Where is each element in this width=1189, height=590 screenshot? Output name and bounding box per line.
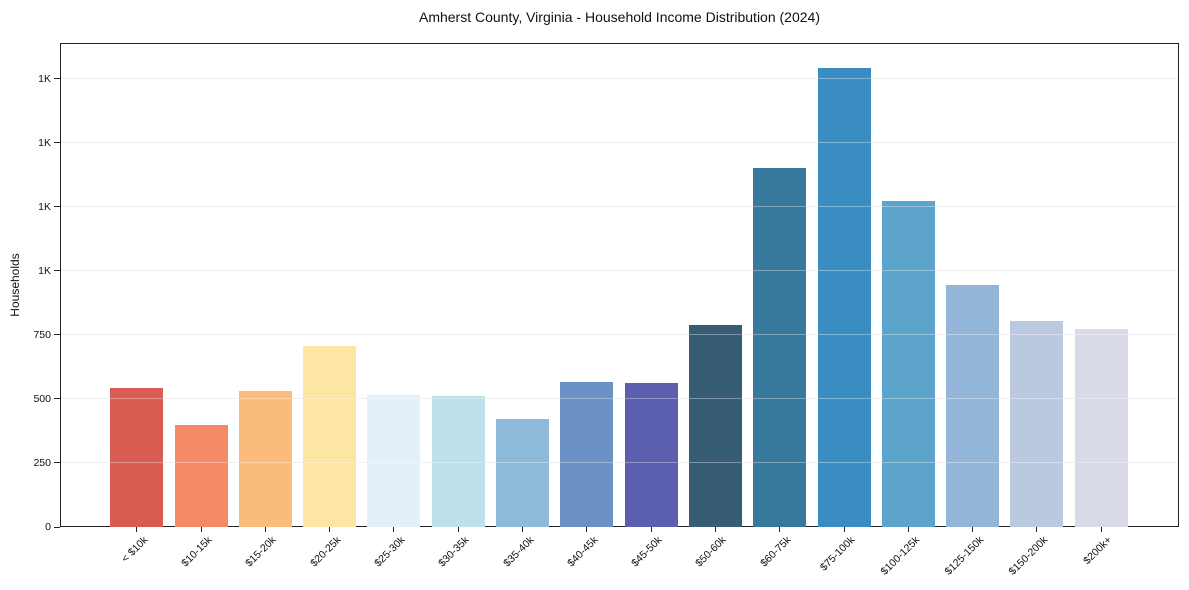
x-tick-mark [1100, 527, 1102, 532]
x-tick-label: $100-125k [878, 534, 922, 578]
y-tick-label: 500 [33, 392, 51, 405]
x-tick-label: $150-200k [1006, 534, 1051, 578]
x-tick-label: $20-25k [307, 534, 344, 570]
x-tick-mark [650, 527, 652, 532]
x-tick-label: $45-50k [629, 534, 665, 570]
x-tick-label: $15-20k [243, 534, 279, 570]
x-tick-label: $25-30k [372, 534, 408, 570]
x-tick-label: $35-40k [500, 534, 536, 570]
plot-area [60, 43, 1179, 527]
x-tick-mark [264, 527, 266, 532]
x-tick-mark [329, 527, 331, 532]
x-tick-mark [907, 527, 909, 532]
x-tick-label: < $10k [119, 534, 151, 565]
y-tick-label: 750 [33, 328, 51, 341]
x-tick-mark [972, 527, 974, 532]
x-tick-mark [1036, 527, 1038, 532]
x-tick-label: $200k+ [1081, 534, 1115, 568]
y-tick-label: 1K [38, 72, 51, 85]
y-tick-label: 1K [38, 136, 51, 149]
x-tick-mark [586, 527, 588, 532]
x-tick-label: $125-150k [942, 534, 987, 578]
x-tick-mark [136, 527, 138, 532]
y-tick-label: 1K [38, 200, 51, 213]
x-tick-label: $75-100k [818, 534, 858, 574]
y-tick-label: 0 [45, 521, 51, 533]
x-tick-mark [457, 527, 459, 532]
x-tick-mark [843, 527, 845, 532]
y-axis-label: Households [8, 253, 22, 317]
chart-title: Amherst County, Virginia - Household Inc… [418, 9, 820, 25]
x-tick-label: $30-35k [436, 534, 472, 570]
x-tick-mark [779, 527, 781, 532]
x-tick-mark [393, 527, 395, 532]
x-tick-label: $40-45k [564, 534, 601, 570]
y-tick-label: 250 [33, 456, 51, 469]
x-tick-label: $50-60k [693, 534, 729, 570]
x-tick-mark [522, 527, 523, 532]
x-tick-label: $60-75k [757, 534, 794, 570]
x-tick-label: $10-15k [179, 534, 215, 570]
x-tick-mark [714, 527, 716, 532]
x-tick-mark [200, 527, 202, 532]
